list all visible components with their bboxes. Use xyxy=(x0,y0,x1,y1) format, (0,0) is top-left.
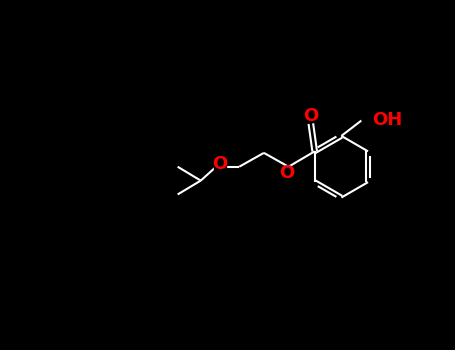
Bar xyxy=(362,114,382,125)
Text: O: O xyxy=(303,107,318,125)
Text: O: O xyxy=(279,164,294,182)
Text: OH: OH xyxy=(372,111,402,129)
Text: O: O xyxy=(212,155,228,174)
Bar xyxy=(305,111,317,121)
Bar xyxy=(214,159,226,170)
Bar xyxy=(281,168,293,178)
